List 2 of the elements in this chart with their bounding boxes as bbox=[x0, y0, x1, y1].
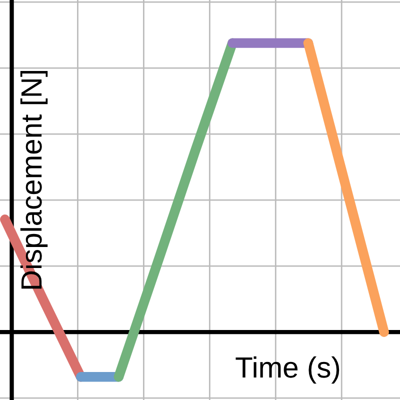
x-axis-title: Time (s) bbox=[236, 356, 340, 384]
y-axis-title: Displacement [N] bbox=[20, 71, 48, 289]
